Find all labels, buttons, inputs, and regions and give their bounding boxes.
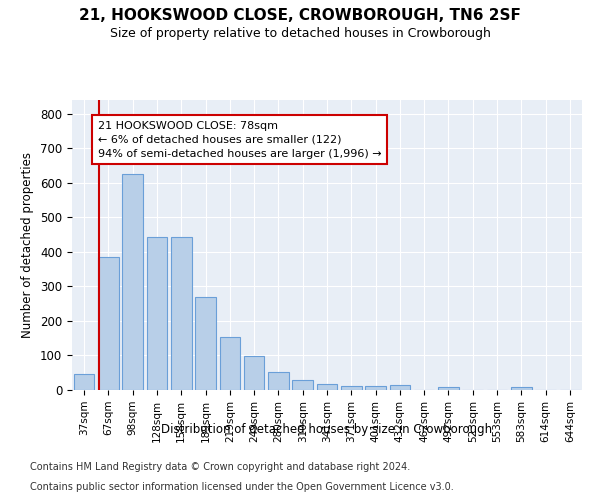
Bar xyxy=(341,386,362,390)
Bar xyxy=(122,174,143,390)
Bar xyxy=(146,237,167,390)
Bar xyxy=(195,298,216,390)
Bar xyxy=(292,380,313,390)
Bar xyxy=(220,337,240,390)
Bar xyxy=(511,387,532,390)
Text: Distribution of detached houses by size in Crowborough: Distribution of detached houses by size … xyxy=(161,422,493,436)
Bar xyxy=(244,356,265,390)
Bar xyxy=(98,257,119,390)
Text: Contains HM Land Registry data © Crown copyright and database right 2024.: Contains HM Land Registry data © Crown c… xyxy=(30,462,410,472)
Y-axis label: Number of detached properties: Number of detached properties xyxy=(22,152,34,338)
Bar xyxy=(438,387,459,390)
Text: 21 HOOKSWOOD CLOSE: 78sqm
← 6% of detached houses are smaller (122)
94% of semi-: 21 HOOKSWOOD CLOSE: 78sqm ← 6% of detach… xyxy=(97,120,381,158)
Bar xyxy=(317,384,337,390)
Bar xyxy=(389,385,410,390)
Bar xyxy=(74,374,94,390)
Bar xyxy=(268,372,289,390)
Bar xyxy=(365,386,386,390)
Bar xyxy=(171,237,191,390)
Text: 21, HOOKSWOOD CLOSE, CROWBOROUGH, TN6 2SF: 21, HOOKSWOOD CLOSE, CROWBOROUGH, TN6 2S… xyxy=(79,8,521,22)
Text: Size of property relative to detached houses in Crowborough: Size of property relative to detached ho… xyxy=(110,28,490,40)
Text: Contains public sector information licensed under the Open Government Licence v3: Contains public sector information licen… xyxy=(30,482,454,492)
